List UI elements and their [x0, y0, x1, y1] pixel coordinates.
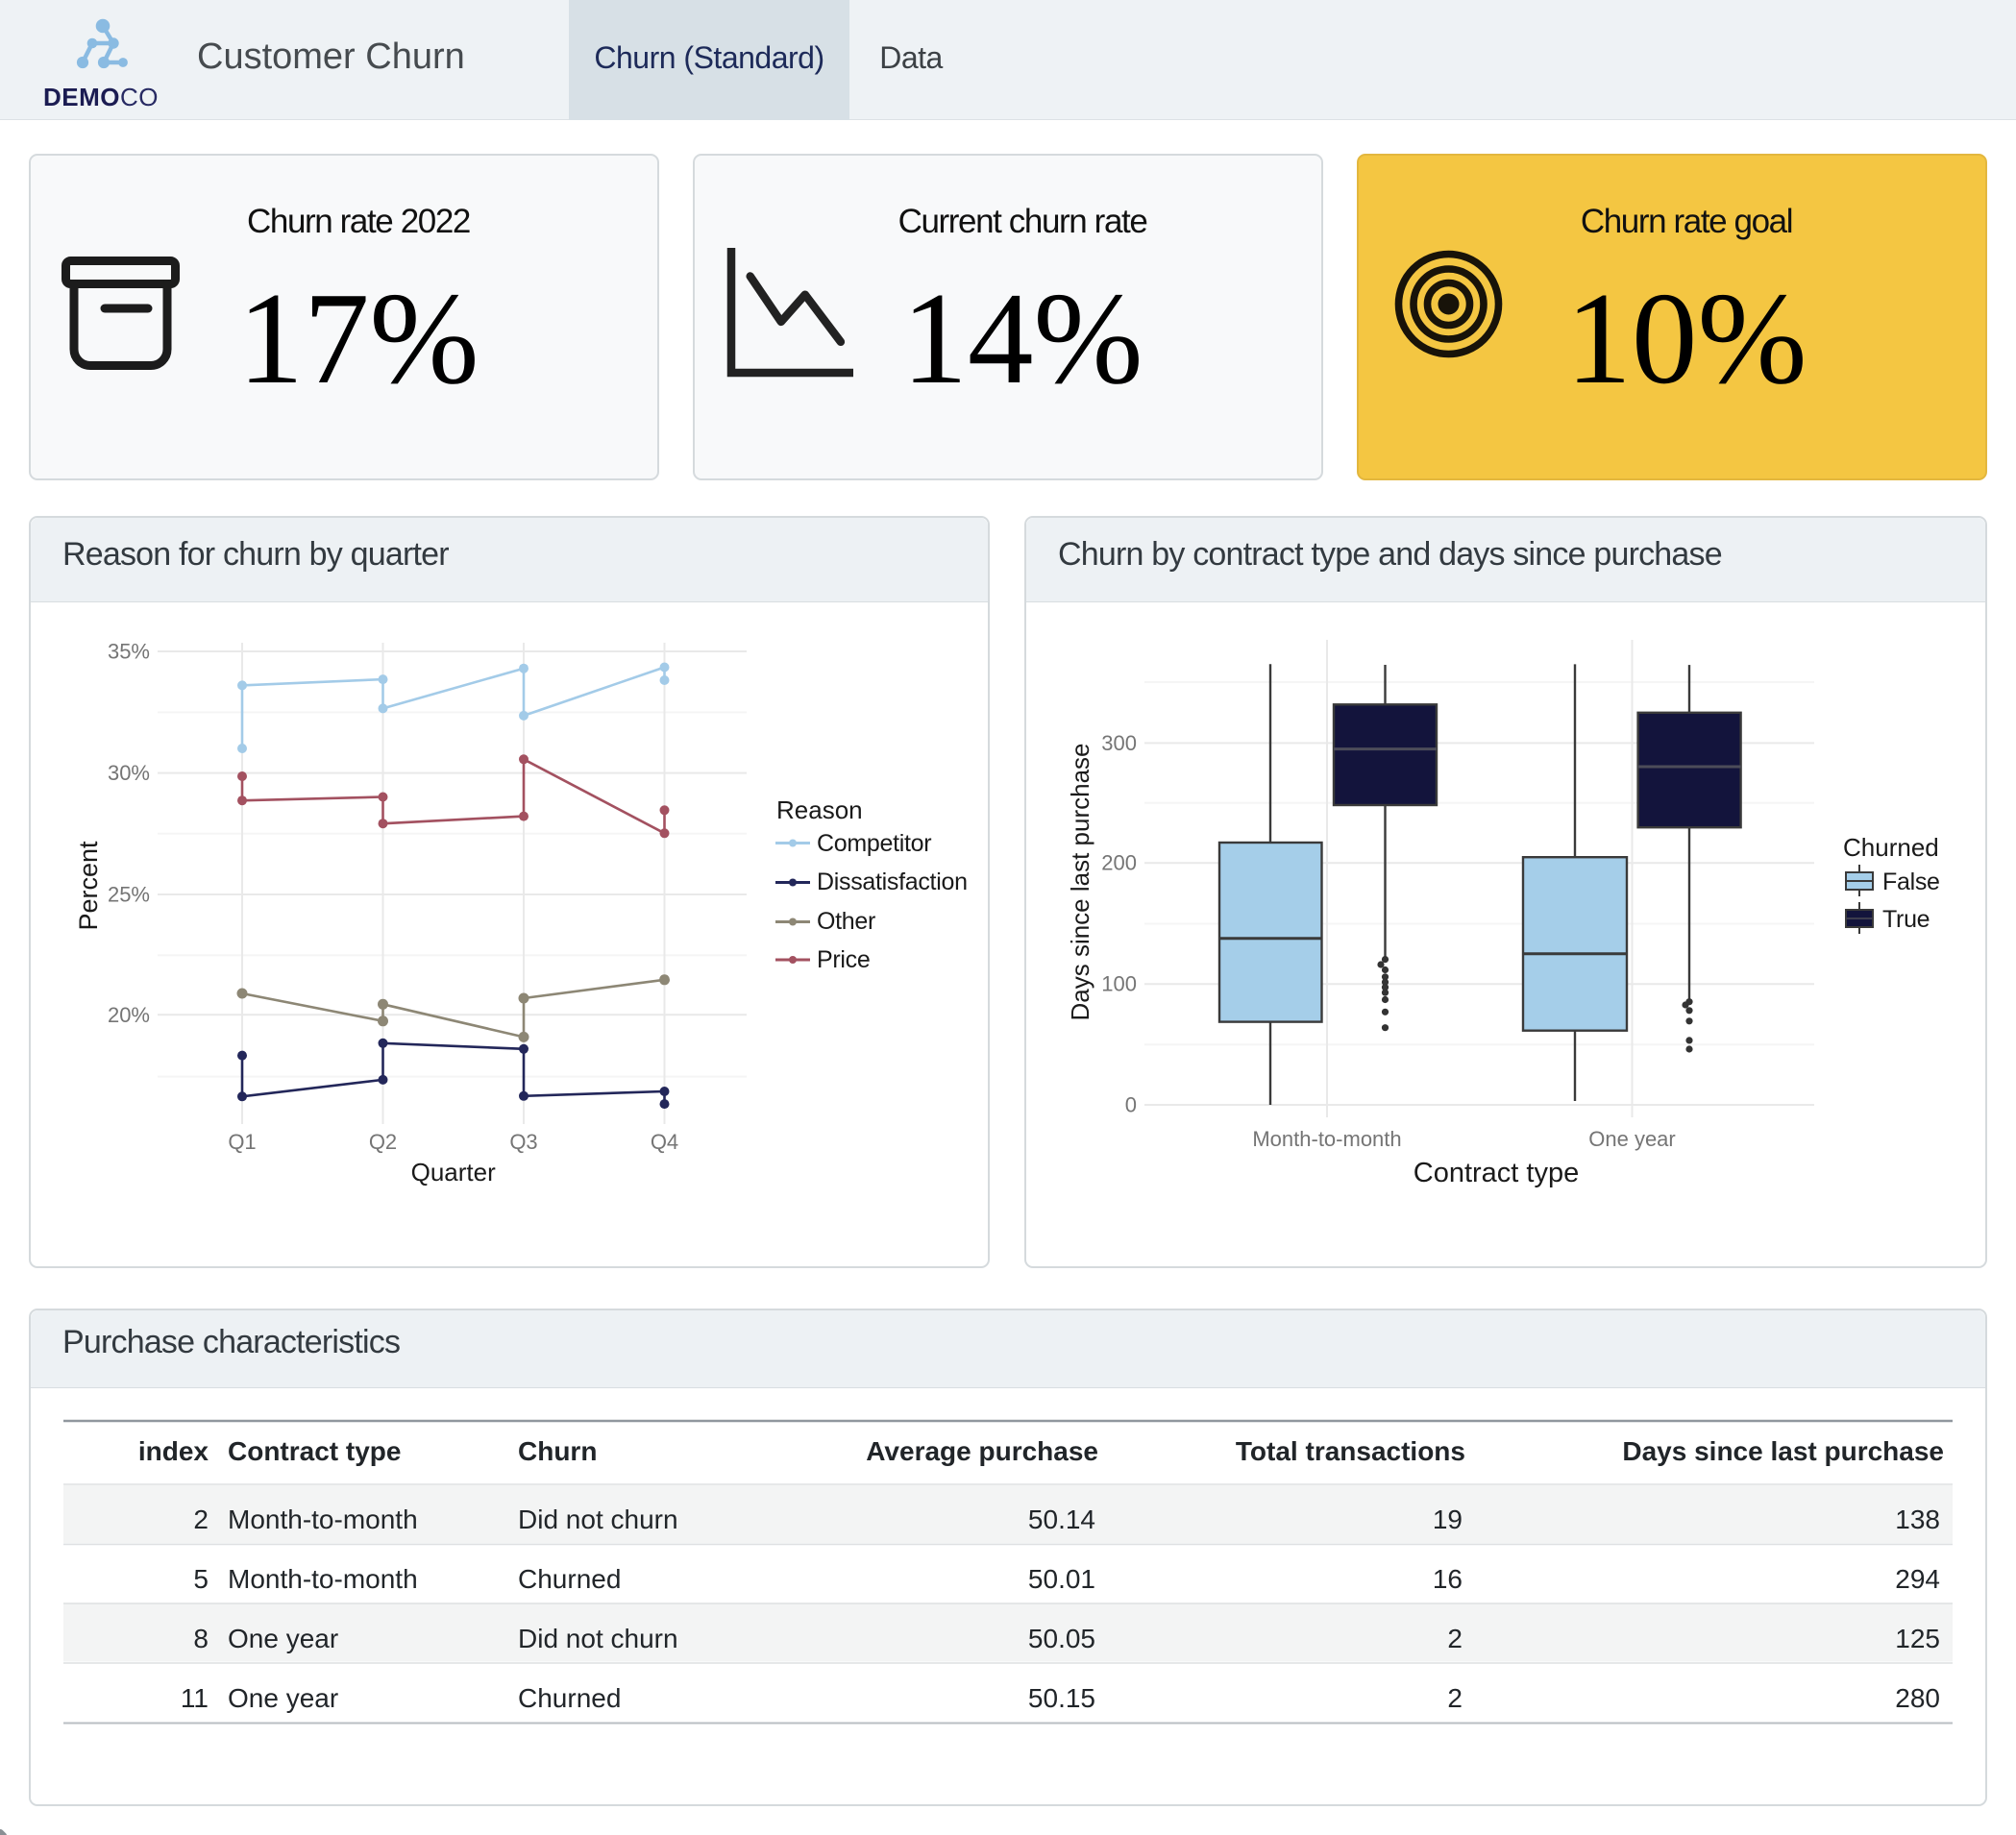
svg-text:294: 294: [1895, 1564, 1940, 1594]
svg-text:Other: Other: [817, 908, 875, 935]
svg-text:False: False: [1882, 869, 1940, 895]
svg-text:One year: One year: [228, 1683, 338, 1713]
svg-text:Percent: Percent: [74, 841, 103, 931]
svg-text:Month-to-month: Month-to-month: [228, 1505, 418, 1534]
svg-text:One year: One year: [1588, 1127, 1676, 1151]
svg-text:Month-to-month: Month-to-month: [1252, 1127, 1401, 1151]
svg-text:19: 19: [1433, 1505, 1463, 1534]
svg-text:125: 125: [1895, 1624, 1940, 1653]
svg-text:Total transactions: Total transactions: [1236, 1436, 1465, 1466]
svg-text:200: 200: [1101, 851, 1137, 875]
svg-text:138: 138: [1895, 1505, 1940, 1534]
svg-text:2: 2: [193, 1505, 209, 1534]
svg-text:30%: 30%: [108, 761, 150, 785]
svg-text:True: True: [1882, 906, 1930, 933]
svg-text:0: 0: [1125, 1093, 1137, 1117]
svg-text:Dissatisfaction: Dissatisfaction: [817, 869, 968, 895]
svg-text:50.15: 50.15: [1028, 1683, 1095, 1713]
svg-text:Churn: Churn: [518, 1436, 597, 1466]
svg-text:Contract type: Contract type: [1414, 1158, 1579, 1188]
svg-text:Q2: Q2: [369, 1130, 397, 1154]
svg-text:Churned: Churned: [1843, 833, 1939, 862]
svg-text:Competitor: Competitor: [817, 830, 931, 857]
svg-text:25%: 25%: [108, 883, 150, 907]
svg-text:Quarter: Quarter: [411, 1158, 496, 1187]
svg-text:20%: 20%: [108, 1003, 150, 1027]
svg-text:300: 300: [1101, 731, 1137, 755]
svg-text:100: 100: [1101, 972, 1137, 996]
svg-text:Q4: Q4: [651, 1130, 678, 1154]
svg-text:Churned: Churned: [518, 1564, 621, 1594]
svg-text:Contract type: Contract type: [228, 1436, 401, 1466]
svg-text:50.14: 50.14: [1028, 1505, 1095, 1534]
svg-text:35%: 35%: [108, 640, 150, 664]
svg-text:11: 11: [181, 1683, 209, 1713]
svg-text:2: 2: [1447, 1683, 1463, 1713]
svg-text:Churned: Churned: [518, 1683, 621, 1713]
svg-text:50.05: 50.05: [1028, 1624, 1095, 1653]
svg-text:Month-to-month: Month-to-month: [228, 1564, 418, 1594]
svg-text:Q1: Q1: [228, 1130, 256, 1154]
svg-text:Average purchase: Average purchase: [866, 1436, 1098, 1466]
svg-text:Did not churn: Did not churn: [518, 1624, 678, 1653]
svg-text:2: 2: [1447, 1624, 1463, 1653]
svg-text:50.01: 50.01: [1028, 1564, 1095, 1594]
svg-text:5: 5: [193, 1564, 209, 1594]
svg-text:One year: One year: [228, 1624, 338, 1653]
svg-text:Days since last purchase: Days since last purchase: [1622, 1436, 1944, 1466]
svg-text:Reason: Reason: [776, 795, 863, 824]
svg-text:Price: Price: [817, 946, 870, 973]
svg-text:Did not churn: Did not churn: [518, 1505, 678, 1534]
svg-text:8: 8: [193, 1624, 209, 1653]
svg-text:Days since last purchase: Days since last purchase: [1066, 743, 1094, 1020]
svg-text:280: 280: [1895, 1683, 1940, 1713]
svg-text:16: 16: [1433, 1564, 1463, 1594]
svg-text:Q3: Q3: [509, 1130, 537, 1154]
svg-text:index: index: [138, 1436, 209, 1466]
